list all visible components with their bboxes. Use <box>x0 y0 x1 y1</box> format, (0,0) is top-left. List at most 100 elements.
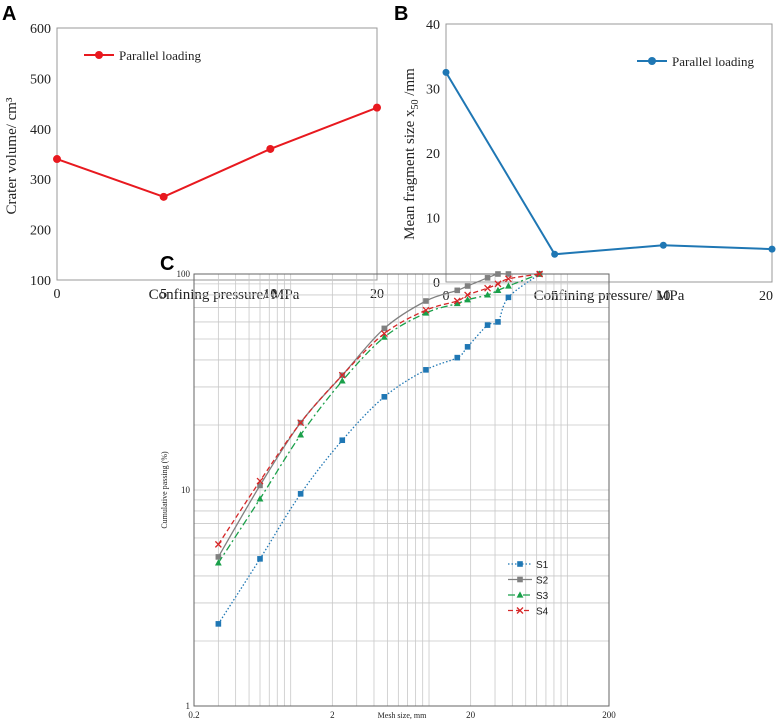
panel-c-x-tick: 2 <box>330 710 335 720</box>
panel-c-point-s1 <box>495 319 501 325</box>
panel-c-point-s4 <box>422 306 430 314</box>
panel-a-legend-label: Parallel loading <box>119 48 201 63</box>
panel-b-x-tick: 5 <box>551 289 558 304</box>
panel-c-legend-marker-s3 <box>516 591 524 598</box>
panel-a-legend: Parallel loading <box>84 48 201 63</box>
panel-c-point-s3 <box>453 299 461 307</box>
panel-a-frame <box>56 27 378 281</box>
panel-b-y-tick: 10 <box>426 212 440 227</box>
panel-a-legend-marker <box>95 51 103 59</box>
panel-b-y-tick: 30 <box>426 83 440 98</box>
panel-c-point-s2 <box>454 287 461 294</box>
panel-c-legend-marker-s4 <box>516 607 524 614</box>
panel-c-y-tick: 1 <box>186 701 191 711</box>
panel-c-point-s3 <box>380 333 388 340</box>
panel-a-series-line <box>56 106 378 198</box>
panel-b-x-tick: 0 <box>443 289 450 304</box>
panel-c-legend-label-s3: S3 <box>536 591 549 602</box>
panel-a-letter: A <box>2 3 16 25</box>
panel-a-data-point <box>266 144 275 153</box>
panel-a-data-point <box>53 155 61 164</box>
panel-c-point-s2 <box>505 271 512 277</box>
panel-a-data-point <box>159 192 168 201</box>
panel-b-series-line <box>445 71 773 256</box>
panel-b-y-tick: 20 <box>426 147 440 162</box>
panel-b-legend-label: Parallel loading <box>672 54 754 69</box>
panel-c-point-s1 <box>484 322 491 328</box>
panel-c-legend-label-s4: S4 <box>536 607 549 618</box>
panel-c-point-s2 <box>215 554 222 560</box>
panel-c-point-s4 <box>214 540 222 548</box>
panel-c-point-s4 <box>256 477 264 485</box>
panel-c-frame <box>193 273 610 707</box>
panel-c-point-s3 <box>484 291 491 298</box>
panel-c-series-line-s1 <box>217 273 540 625</box>
panel-c-legend-label-s2: S2 <box>536 576 549 587</box>
panel-c-point-s1 <box>464 344 471 350</box>
panel-c-point-s4 <box>338 371 346 379</box>
panel-c-series-line-s2 <box>217 273 540 558</box>
panel-a-x-tick: 0 <box>54 287 61 302</box>
panel-c-point-s4 <box>464 291 472 299</box>
panel-c-point-s3 <box>256 495 264 502</box>
panel-c-point-s3 <box>297 431 305 438</box>
panel-c-point-s2 <box>495 271 501 277</box>
panel-b-data-point <box>442 68 450 76</box>
panel-c-point-s1 <box>381 394 388 400</box>
panel-b-legend-marker <box>648 57 656 65</box>
panel-c-y-tick: 10 <box>181 485 191 495</box>
panel-c-point-s3 <box>494 286 502 293</box>
panel-a-y-tick: 300 <box>30 173 51 188</box>
panel-a-y-tick: 500 <box>30 72 51 87</box>
panel-b-x-tick: 20 <box>759 289 773 304</box>
panel-c-point-s2 <box>381 325 388 332</box>
panel-c-x-label: Mesh size, mm <box>378 711 427 720</box>
panel-c-y-label: Cumulative passing (%) <box>160 451 169 529</box>
panel-a-y-tick: 400 <box>30 123 51 138</box>
panel-a-x-tick: 20 <box>370 287 384 302</box>
panel-c-point-s1 <box>339 437 346 444</box>
panel-c-series-line-s4 <box>217 273 540 545</box>
panel-b-legend: Parallel loading <box>637 54 754 69</box>
panel-b-letter: B <box>394 3 408 25</box>
panel-c-point-s2 <box>484 275 491 281</box>
panel-b-data-point <box>768 245 776 253</box>
panel-c-point-s2 <box>464 283 471 289</box>
panel-c-point-s2 <box>257 482 263 489</box>
panel-c-series-line-s3 <box>217 273 540 564</box>
panel-c-point-s1 <box>423 367 429 373</box>
panel-c-x-tick: 200 <box>602 710 616 720</box>
panel-a-y-tick: 100 <box>30 274 51 289</box>
panel-a-data-point <box>373 103 381 112</box>
panel-c-point-s4 <box>453 297 461 305</box>
panel-c-point-s4 <box>380 330 388 338</box>
panel-c-point-s3 <box>464 296 471 303</box>
panel-c-point-s3 <box>505 282 512 289</box>
panel-c-point-s1 <box>215 621 222 627</box>
panel-c-x-tick: 0.2 <box>188 710 199 720</box>
panel-c-point-s3 <box>338 377 346 384</box>
panel-a-y-tick: 200 <box>30 224 51 239</box>
panel-c-point-s4 <box>494 280 502 288</box>
panel-c-legend: S1 S2 S3 S4 <box>508 560 549 618</box>
panel-c-point-s4 <box>504 275 512 283</box>
panel-c-point-s4 <box>536 270 544 278</box>
panel-c-point-s4 <box>484 284 492 292</box>
panel-a-y-label: Crater volume/ cm³ <box>4 97 20 214</box>
panel-c-legend-marker-s1 <box>517 561 523 567</box>
panel-a-x-tick: 10 <box>263 287 277 302</box>
panel-b-data-point <box>551 250 559 258</box>
panel-c-point-s4 <box>297 419 305 427</box>
panel-c-point-s3 <box>214 559 222 566</box>
panel-c-point-s1 <box>454 354 461 361</box>
panel-c-point-s1 <box>505 294 512 301</box>
panel-c-legend-marker-s2 <box>517 576 523 583</box>
panel-a-x-tick: 5 <box>160 287 167 302</box>
panel-c-x-tick: 20 <box>466 710 476 720</box>
panel-c-chart: 0.2 2 20 200 1 10 10 0 S1 S2 S3 S4 Mesh size, mm C… <box>160 269 616 720</box>
panel-c-legend-label-s1: S1 <box>536 560 549 571</box>
panel-b-y-label: Mean fragment size x50 /mm <box>402 68 421 240</box>
panel-b-y-tick: 40 <box>426 18 440 33</box>
